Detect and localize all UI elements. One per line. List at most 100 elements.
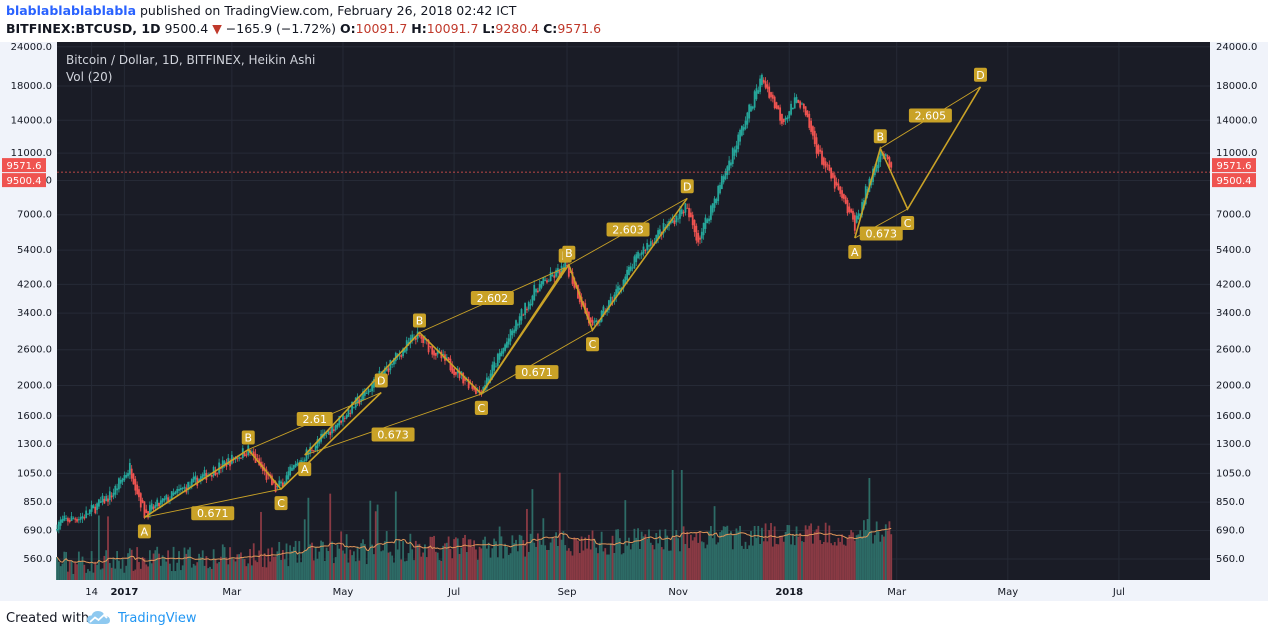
volume-bar: [150, 563, 153, 580]
candle-body: [839, 186, 842, 194]
volume-bar: [61, 563, 64, 580]
volume-bar: [679, 551, 681, 580]
volume-bar: [795, 526, 798, 580]
volume-bar: [589, 549, 592, 580]
candle-body: [762, 79, 765, 83]
candle-body: [841, 190, 843, 199]
candle-body: [657, 230, 659, 239]
volume-bar: [464, 534, 466, 580]
price-chart[interactable]: A B C D 0.671 2.61 A B C D 0.673 2.602 C B C D 0.671 2.60…: [0, 42, 1268, 601]
close-value: 9571.6: [557, 21, 602, 36]
author-link[interactable]: blablablablablabla: [6, 3, 137, 18]
volume-bar: [229, 547, 231, 580]
volume-bar: [631, 543, 634, 580]
volume-bar: [551, 536, 554, 580]
volume-bar: [81, 556, 84, 580]
pattern-point-label: [274, 496, 288, 511]
volume-bar: [347, 562, 350, 580]
volume-bar: [555, 532, 557, 580]
candle-body: [354, 397, 357, 408]
pattern-ratio-label-text: 2.605: [915, 110, 947, 123]
pattern-point-label-text: A: [301, 463, 309, 476]
volume-bar: [336, 544, 339, 580]
candle-body: [773, 96, 776, 109]
y-tick-label-left: 14000.0: [11, 115, 52, 126]
candle-body: [735, 145, 738, 153]
candle-body: [706, 219, 709, 224]
candle-body: [110, 495, 113, 498]
volume-bar: [56, 557, 58, 580]
publish-line: blablablablablabla published on TradingV…: [6, 3, 516, 18]
high-value: 10091.7: [426, 21, 479, 36]
volume-bar: [276, 551, 279, 580]
volume-bar: [269, 561, 272, 580]
volume-bar: [436, 552, 439, 580]
candle-body: [771, 94, 774, 99]
volume-bar: [839, 541, 842, 580]
candle-body: [63, 515, 66, 521]
volume-bar: [192, 563, 195, 580]
tradingview-cloud-icon[interactable]: [86, 609, 112, 629]
candle-body: [92, 505, 95, 509]
tradingview-link[interactable]: TradingView: [118, 611, 197, 626]
candle-body: [617, 286, 619, 294]
volume-bar: [558, 472, 561, 580]
ohlc-line: BITFINEX:BTCUSD, 1D 9500.4 ▼ −165.9 (−1.…: [6, 21, 601, 36]
candle-body: [285, 475, 288, 484]
volume-bar: [584, 537, 587, 580]
volume-bar: [615, 529, 618, 580]
volume-bar: [495, 541, 497, 580]
volume-bar: [402, 540, 404, 580]
candle-body: [316, 439, 319, 449]
volume-bar: [879, 541, 882, 580]
volume-bar: [141, 557, 144, 580]
volume-bar: [877, 531, 880, 580]
candle-body: [689, 212, 692, 218]
candle-body: [751, 106, 754, 109]
candle-body: [145, 509, 148, 513]
volume-bar: [116, 551, 119, 580]
candle-body: [761, 74, 763, 86]
candle-body: [833, 175, 836, 189]
candle-body: [526, 308, 528, 311]
volume-bar: [378, 544, 381, 580]
pattern-point-label-text: D: [377, 374, 385, 387]
volume-bar: [504, 543, 506, 580]
y-tick-label-right: 14000.0: [1216, 115, 1257, 126]
pattern-ratio-label: [859, 226, 903, 241]
candle-body: [183, 486, 186, 489]
volume-bar: [484, 536, 486, 580]
volume-bar: [533, 542, 536, 580]
candle-body: [331, 425, 333, 434]
candle-body: [797, 99, 800, 103]
plot-area[interactable]: [57, 42, 1210, 580]
pattern-point-label: [474, 400, 488, 415]
volume-bar: [76, 564, 78, 580]
chart-title: Bitcoin / Dollar, 1D, BITFINEX, Heikin A…: [66, 53, 315, 67]
candle-body: [383, 367, 386, 374]
volume-bar: [861, 536, 863, 580]
volume-bar: [167, 550, 170, 580]
candle-body: [287, 471, 290, 480]
volume-bar: [318, 551, 321, 580]
candle-body: [201, 474, 204, 479]
candle-body: [677, 218, 680, 220]
candle-body: [759, 78, 761, 92]
volume-bar: [101, 568, 104, 580]
volume-bar: [433, 535, 435, 580]
volume-bar: [159, 565, 162, 580]
candle-body: [886, 155, 889, 159]
volume-bar: [626, 545, 629, 580]
volume-bar: [628, 537, 630, 580]
candle-body: [265, 469, 268, 480]
candle-body: [158, 502, 160, 507]
candle-body: [613, 294, 616, 302]
candle-body: [855, 215, 858, 223]
candle-body: [65, 518, 68, 519]
candle-body: [340, 420, 343, 423]
volume-bar: [835, 545, 838, 580]
candle-body: [824, 161, 827, 168]
pattern-point-label-text: B: [244, 432, 252, 445]
volume-bar: [209, 566, 211, 580]
candle-body: [72, 518, 75, 520]
